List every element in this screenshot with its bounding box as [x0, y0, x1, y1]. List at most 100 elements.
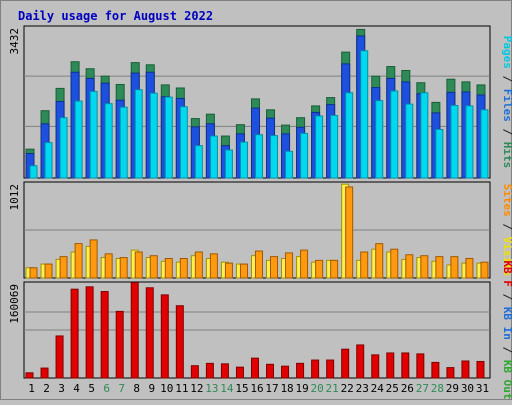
bar-pages-day-4: [74, 100, 83, 179]
panel-3: 160069 KB F / KB In / KB Out: [8, 260, 512, 399]
bar-kb-f-day-25: [386, 352, 395, 379]
bar-pages-day-1: [29, 165, 38, 179]
legend-part: Files: [501, 89, 512, 122]
y-max-label: 1012: [8, 184, 21, 211]
bar-sites-day-28: [435, 256, 444, 279]
chart-title: Daily usage for August 2022: [18, 9, 213, 23]
bar-pages-day-15: [239, 141, 248, 179]
day-label-4: 4: [73, 382, 80, 395]
day-label-9: 9: [148, 382, 155, 395]
day-label-27: 27: [416, 382, 429, 395]
day-label-3: 3: [58, 382, 65, 395]
bar-kb-f-day-28: [431, 361, 440, 379]
bar-kb-f-day-18: [281, 365, 290, 379]
bar-pages-day-11: [179, 106, 188, 179]
bar-pages-day-16: [254, 134, 263, 179]
bar-kb-f-day-5: [85, 286, 94, 379]
bar-kb-f-day-13: [205, 362, 214, 379]
legend-part: /: [501, 69, 512, 89]
day-label-29: 29: [446, 382, 459, 395]
bar-kb-f-day-11: [175, 305, 184, 379]
day-label-30: 30: [461, 382, 474, 395]
series-legend-label: Sites / Visits: [501, 184, 512, 277]
day-label-12: 12: [190, 382, 203, 395]
bar-pages-day-30: [465, 105, 474, 179]
day-label-8: 8: [133, 382, 140, 395]
bar-pages-day-9: [149, 92, 158, 179]
series-legend-label: KB F / KB In / KB Out: [501, 260, 512, 399]
bar-pages-day-8: [134, 89, 143, 179]
bar-pages-day-25: [390, 90, 399, 179]
bar-sites-day-3: [59, 256, 68, 279]
legend-part: /: [501, 122, 512, 142]
bar-kb-f-day-19: [296, 362, 305, 379]
bar-sites-day-7: [119, 257, 128, 279]
legend-part: KB In: [501, 307, 512, 340]
bar-pages-day-13: [209, 135, 218, 179]
bar-sites-day-18: [285, 252, 294, 279]
day-label-10: 10: [160, 382, 173, 395]
day-label-20: 20: [311, 382, 324, 395]
day-label-23: 23: [356, 382, 369, 395]
bar-sites-day-8: [134, 251, 143, 279]
day-label-14: 14: [220, 382, 234, 395]
day-label-18: 18: [280, 382, 293, 395]
bar-pages-day-24: [375, 100, 384, 179]
bar-sites-day-10: [164, 257, 173, 279]
bar-kb-f-day-26: [401, 352, 410, 379]
legend-part: Hits: [501, 142, 512, 169]
bar-sites-day-21: [330, 259, 339, 279]
bar-kb-f-day-22: [341, 348, 350, 379]
bar-sites-day-31: [480, 261, 489, 279]
day-label-11: 11: [175, 382, 188, 395]
bar-sites-day-9: [149, 255, 158, 279]
bar-pages-day-10: [164, 96, 173, 179]
bar-sites-day-26: [405, 254, 414, 279]
y-max-label: 160069: [8, 284, 21, 324]
day-label-1: 1: [28, 382, 35, 395]
bar-kb-f-day-10: [160, 294, 169, 379]
legend-part: Visits: [501, 237, 512, 277]
bar-sites-day-16: [254, 250, 263, 279]
bar-kb-f-day-3: [55, 335, 64, 379]
y-max-label: 3432: [8, 28, 21, 55]
bar-kb-f-day-20: [311, 359, 320, 379]
bar-sites-day-24: [375, 243, 384, 279]
bar-kb-f-day-12: [190, 365, 199, 379]
bar-kb-f-day-14: [220, 363, 229, 379]
bar-sites-day-12: [194, 251, 203, 279]
bar-pages-day-23: [360, 50, 369, 179]
bar-kb-f-day-24: [371, 354, 380, 379]
day-label-13: 13: [205, 382, 218, 395]
bar-pages-day-26: [405, 103, 414, 179]
bar-sites-day-22: [345, 186, 354, 279]
bar-sites-day-11: [179, 257, 188, 279]
bar-sites-day-20: [315, 259, 324, 279]
bar-kb-f-day-4: [70, 288, 79, 379]
bar-kb-f-day-29: [446, 367, 455, 379]
bar-pages-day-18: [285, 150, 294, 179]
bar-pages-day-20: [315, 115, 324, 179]
bar-sites-day-15: [239, 263, 248, 279]
bar-pages-day-7: [119, 106, 128, 179]
panel-2: 1012 Sites / Visits: [8, 181, 512, 279]
bar-pages-day-28: [435, 128, 444, 179]
day-label-5: 5: [88, 382, 95, 395]
day-label-16: 16: [250, 382, 263, 395]
bar-pages-day-21: [330, 115, 339, 179]
bar-sites-day-4: [74, 243, 83, 279]
day-label-19: 19: [295, 382, 308, 395]
bar-sites-day-6: [104, 253, 113, 279]
bar-pages-day-19: [300, 132, 309, 179]
bar-pages-day-22: [345, 92, 354, 179]
bar-sites-day-30: [465, 257, 474, 279]
day-label-25: 25: [386, 382, 399, 395]
day-label-31: 31: [476, 382, 489, 395]
bar-sites-day-23: [360, 251, 369, 279]
bar-pages-day-27: [420, 92, 429, 179]
day-label-26: 26: [401, 382, 414, 395]
bar-sites-day-13: [209, 253, 218, 279]
day-label-21: 21: [326, 382, 339, 395]
